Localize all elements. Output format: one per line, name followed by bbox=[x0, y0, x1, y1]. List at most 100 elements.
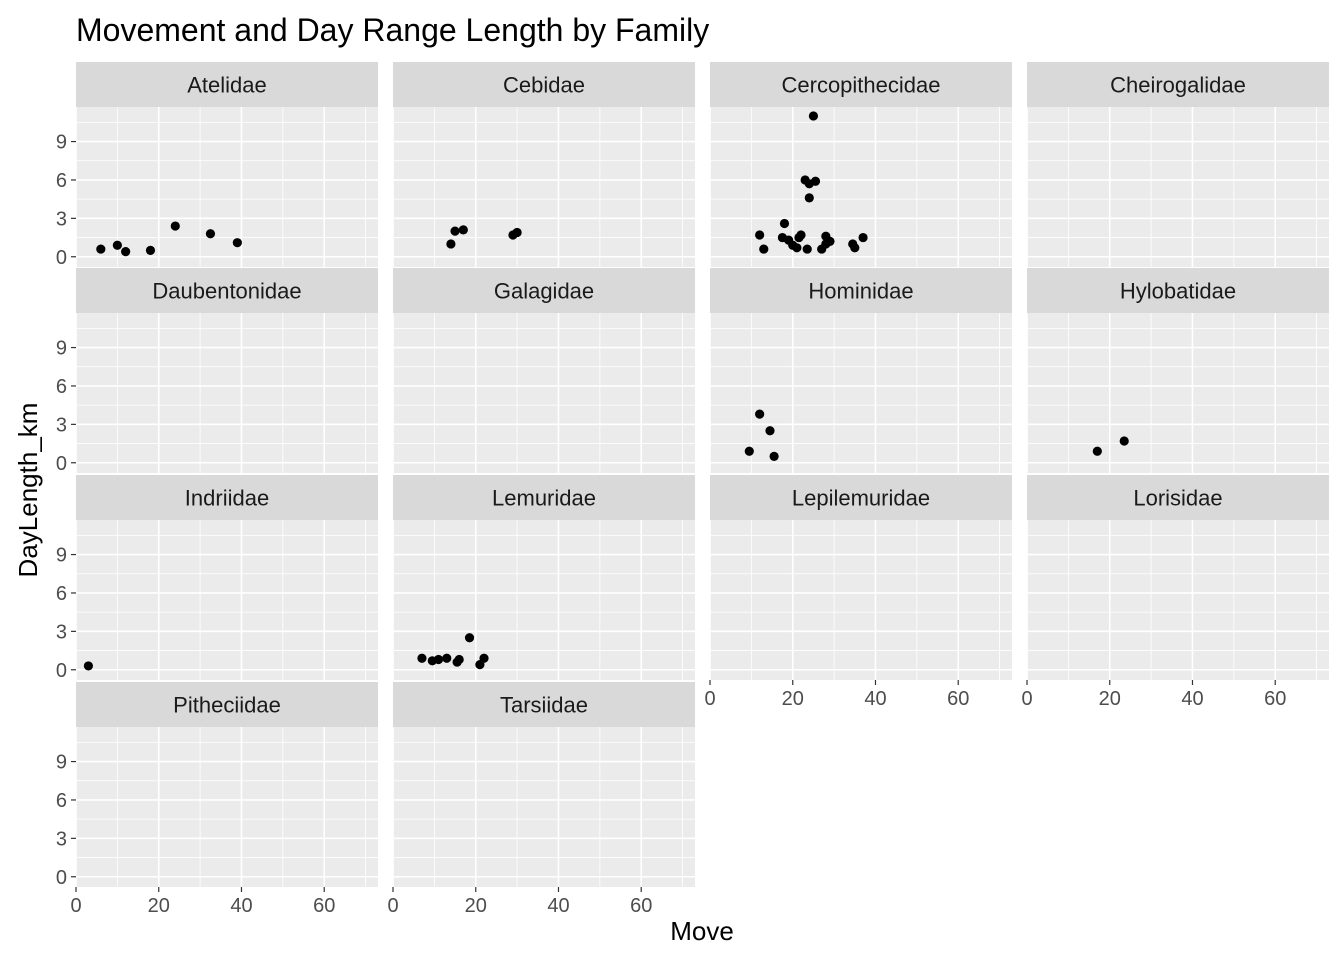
facet-strip bbox=[1027, 475, 1329, 520]
data-point bbox=[858, 232, 868, 243]
facet-cebidae: Cebidae bbox=[392, 62, 695, 267]
data-point bbox=[121, 247, 131, 257]
data-point bbox=[1119, 436, 1129, 446]
x-axis-title: Move bbox=[670, 916, 734, 946]
y-tick-label: 3 bbox=[56, 621, 67, 643]
x-tick-label: 40 bbox=[230, 895, 252, 917]
facet-strip-label: Galagidae bbox=[494, 279, 594, 304]
panel-background bbox=[76, 727, 378, 887]
data-point bbox=[454, 654, 464, 665]
data-point bbox=[1092, 446, 1102, 456]
data-point bbox=[145, 245, 156, 255]
facet-strip-label: Cebidae bbox=[503, 73, 585, 98]
data-point bbox=[83, 661, 94, 671]
panel-background bbox=[710, 520, 1012, 680]
facet-hominidae: Hominidae bbox=[709, 268, 1012, 473]
x-tick-label: 0 bbox=[704, 688, 715, 710]
facet-strip bbox=[710, 475, 1012, 520]
data-point bbox=[796, 230, 806, 240]
data-point bbox=[464, 633, 475, 643]
panel-background bbox=[1027, 107, 1329, 267]
x-tick-label: 0 bbox=[70, 895, 81, 917]
data-point bbox=[765, 426, 775, 436]
x-tick-label: 60 bbox=[947, 688, 969, 710]
data-point bbox=[417, 653, 427, 663]
x-tick-label: 20 bbox=[148, 895, 170, 917]
facet-strip bbox=[1027, 62, 1329, 107]
data-point bbox=[779, 218, 790, 229]
y-tick-label: 3 bbox=[56, 208, 67, 230]
facet-strip bbox=[393, 475, 695, 520]
panel-background bbox=[1027, 520, 1329, 680]
facet-panels: Atelidae 0 3 6 9 Cebidae Cercopithecidae Cheiro… bbox=[56, 62, 1329, 917]
chart-title: Movement and Day Range Length by Family bbox=[76, 12, 709, 48]
data-point bbox=[850, 243, 860, 253]
facet-strip-label: Atelidae bbox=[187, 73, 267, 98]
y-tick-label: 9 bbox=[56, 132, 67, 154]
data-point bbox=[232, 238, 242, 248]
facet-lorisidae: Lorisidae 0 20 40 60 bbox=[1021, 475, 1329, 710]
x-tick-label: 60 bbox=[313, 895, 335, 917]
data-point bbox=[755, 230, 765, 240]
y-tick-label: 9 bbox=[56, 338, 67, 360]
facet-pitheciidae: Pitheciidae 0 3 6 9 0 20 40 60 bbox=[56, 682, 378, 917]
y-tick-label: 6 bbox=[56, 583, 67, 605]
data-point bbox=[792, 243, 802, 253]
y-tick-label: 9 bbox=[56, 752, 67, 774]
panel-background bbox=[76, 107, 378, 267]
facet-strip bbox=[393, 268, 695, 313]
y-axis-title: DayLength_km bbox=[13, 403, 43, 578]
y-tick-label: 6 bbox=[56, 790, 67, 812]
facet-strip-label: Cercopithecidae bbox=[782, 73, 941, 98]
data-point bbox=[442, 653, 452, 663]
panel-background bbox=[393, 727, 695, 887]
facet-strip bbox=[393, 682, 695, 727]
facet-strip bbox=[76, 475, 378, 520]
panel-background bbox=[76, 313, 378, 473]
x-tick-label: 20 bbox=[782, 688, 804, 710]
data-point bbox=[744, 446, 754, 456]
facet-strip-label: Indriidae bbox=[185, 486, 269, 511]
facet-strip bbox=[710, 268, 1012, 313]
data-point bbox=[759, 244, 769, 254]
x-tick-label: 20 bbox=[1099, 688, 1121, 710]
facet-strip-label: Lorisidae bbox=[1133, 486, 1222, 511]
facet-strip bbox=[710, 62, 1012, 107]
x-tick-label: 60 bbox=[1264, 688, 1286, 710]
panel-background bbox=[393, 313, 695, 473]
facet-lepilemuridae: Lepilemuridae 0 20 40 60 bbox=[704, 475, 1012, 710]
facet-strip-label: Hylobatidae bbox=[1120, 279, 1236, 304]
y-tick-label: 0 bbox=[56, 247, 67, 269]
y-tick-label: 0 bbox=[56, 453, 67, 475]
x-tick-label: 20 bbox=[465, 895, 487, 917]
facet-atelidae: Atelidae 0 3 6 9 bbox=[56, 62, 378, 269]
facet-lemuridae: Lemuridae bbox=[392, 475, 695, 680]
panel-background bbox=[1027, 313, 1329, 473]
panel-background bbox=[393, 107, 695, 267]
data-point bbox=[825, 236, 835, 246]
data-point bbox=[755, 409, 765, 419]
facet-strip bbox=[1027, 268, 1329, 313]
data-point bbox=[808, 111, 819, 121]
facet-strip bbox=[76, 268, 378, 313]
y-tick-label: 0 bbox=[56, 867, 67, 889]
x-tick-label: 40 bbox=[864, 688, 886, 710]
facet-tarsiidae: Tarsiidae 0 20 40 60 bbox=[387, 682, 695, 917]
facet-strip-label: Cheirogalidae bbox=[1110, 73, 1246, 98]
y-tick-label: 6 bbox=[56, 170, 67, 192]
x-tick-label: 40 bbox=[547, 895, 569, 917]
facet-strip bbox=[393, 62, 695, 107]
y-tick-label: 9 bbox=[56, 545, 67, 567]
data-point bbox=[112, 240, 122, 250]
data-point bbox=[810, 176, 821, 186]
x-tick-label: 60 bbox=[630, 895, 652, 917]
facet-strip-label: Daubentonidae bbox=[152, 279, 301, 304]
x-tick-label: 0 bbox=[1021, 688, 1032, 710]
panel-background bbox=[76, 520, 378, 680]
facet-galagidae: Galagidae bbox=[392, 268, 695, 473]
facet-cercopithecidae: Cercopithecidae bbox=[709, 62, 1012, 267]
y-tick-label: 0 bbox=[56, 660, 67, 682]
data-point bbox=[804, 193, 814, 203]
panel-background bbox=[393, 520, 695, 680]
